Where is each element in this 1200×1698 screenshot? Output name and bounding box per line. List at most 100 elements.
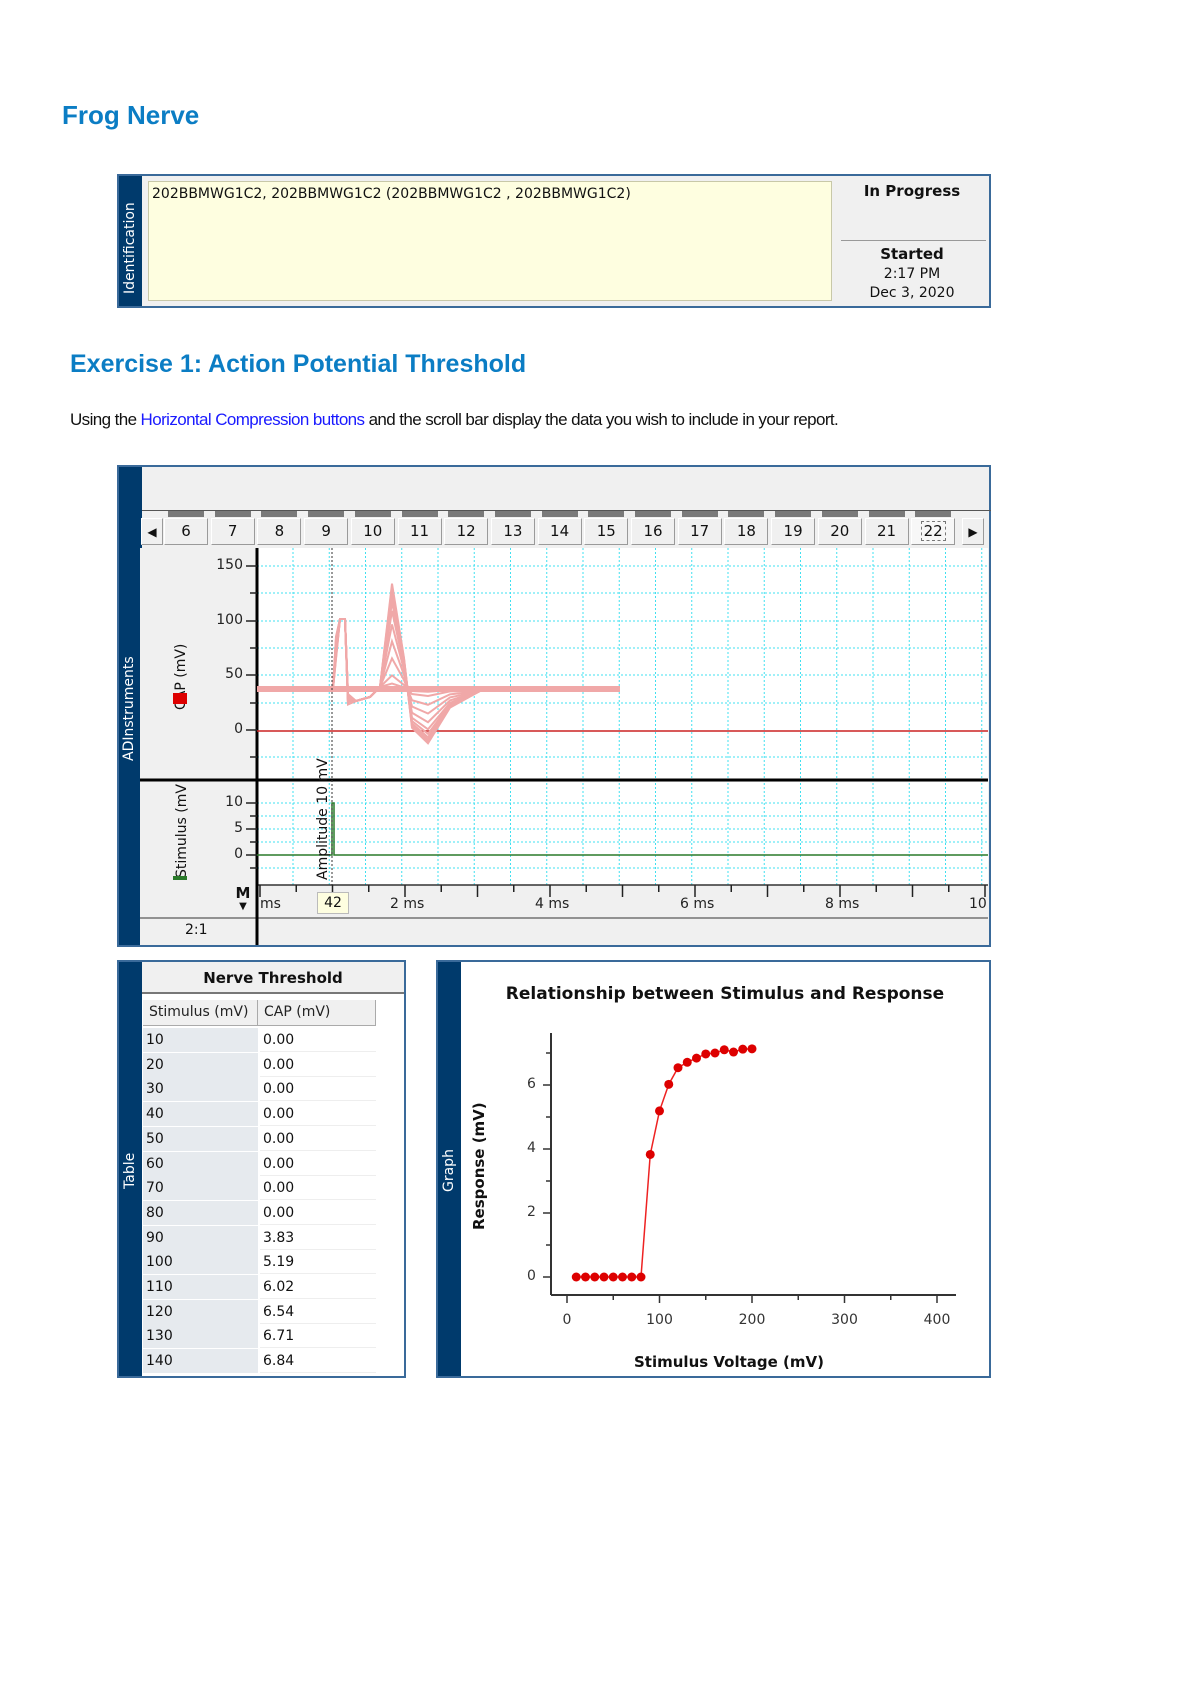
cell-stimulus[interactable]: 120 [143, 1299, 258, 1324]
column-header-stimulus[interactable]: Stimulus (mV) [143, 1000, 258, 1026]
cap-tick-label: 50 [225, 666, 243, 682]
cap-tick-label: 0 [234, 721, 243, 737]
cell-cap[interactable]: 6.54 [260, 1299, 376, 1324]
tab-page-18[interactable]: 18 [724, 518, 769, 545]
tab-page-22[interactable]: 22 [911, 518, 956, 545]
cell-stimulus[interactable]: 30 [143, 1077, 258, 1102]
time-label-0: ms [260, 896, 281, 912]
recorder-label: ADInstruments [121, 656, 137, 761]
time-label-10ms: 10 [969, 896, 987, 912]
tab-page-21[interactable]: 21 [864, 518, 909, 545]
cell-cap[interactable]: 0.00 [260, 1200, 376, 1225]
tab-page-19[interactable]: 19 [771, 518, 816, 545]
graph-x-tick: 0 [562, 1312, 572, 1328]
tab-indicator [681, 511, 718, 517]
tab-page-12[interactable]: 12 [444, 518, 489, 545]
tab-indicator [775, 511, 812, 517]
started-date: Dec 3, 2020 [869, 285, 955, 301]
cell-cap[interactable]: 0.00 [260, 1052, 376, 1077]
cell-cap[interactable]: 3.83 [260, 1225, 376, 1250]
time-label-4ms: 4 ms [535, 896, 570, 912]
chevron-right-icon: ▶ [968, 525, 978, 539]
tab-page-6[interactable]: 6 [164, 518, 208, 545]
tab-indicator [728, 511, 765, 517]
recorder-strip: ADInstruments [119, 467, 142, 945]
cell-stimulus[interactable]: 80 [143, 1200, 258, 1225]
tab-indicator [868, 511, 905, 517]
cell-stimulus[interactable]: 60 [143, 1151, 258, 1176]
marker-button[interactable]: M ▼ [235, 884, 251, 913]
time-label-2ms: 2 ms [390, 896, 425, 912]
cell-cap[interactable]: 0.00 [260, 1126, 376, 1151]
tab-indicator [261, 511, 298, 517]
zoom-ratio[interactable]: 2:1 [185, 922, 208, 938]
tab-page-8[interactable]: 8 [257, 518, 302, 545]
marker-down-icon: ▼ [239, 901, 247, 912]
scroll-left-button[interactable]: ◀ [141, 518, 163, 545]
cell-stimulus[interactable]: 70 [143, 1176, 258, 1201]
tab-page-20[interactable]: 20 [817, 518, 862, 545]
time-label-6ms: 6 ms [680, 896, 715, 912]
graph-strip: Graph [438, 962, 461, 1376]
cell-stimulus[interactable]: 50 [143, 1126, 258, 1151]
instruction-text: Using the Horizontal Compression buttons… [70, 410, 839, 429]
tab-indicator [494, 511, 531, 517]
cell-cap[interactable]: 5.19 [260, 1250, 376, 1275]
horizontal-compression-link[interactable]: Horizontal Compression buttons [140, 410, 366, 429]
stimulus-tick-label: 5 [234, 820, 243, 836]
tab-page-16[interactable]: 16 [631, 518, 675, 545]
tab-page-11[interactable]: 11 [397, 518, 442, 545]
identification-field[interactable]: 202BBMWG1C2, 202BBMWG1C2 (202BBMWG1C2 , … [148, 181, 832, 301]
graph-panel: Graph Relationship between Stimulus and … [436, 960, 991, 1378]
scroll-right-button[interactable]: ▶ [962, 518, 984, 545]
graph-x-tick: 100 [646, 1312, 673, 1328]
tab-page-14[interactable]: 14 [537, 518, 582, 545]
tab-page-13[interactable]: 13 [490, 518, 535, 545]
chevron-left-icon: ◀ [147, 525, 157, 539]
tab-page-7[interactable]: 7 [210, 518, 255, 545]
cell-stimulus[interactable]: 130 [143, 1324, 258, 1349]
page-title: Frog Nerve [62, 100, 200, 130]
cell-stimulus[interactable]: 40 [143, 1102, 258, 1127]
started-label: Started [880, 245, 944, 263]
exercise-title: Exercise 1: Action Potential Threshold [70, 350, 527, 378]
cap-tick-label: 150 [216, 557, 243, 573]
stimulus-channel-label: Stimulus (mV) [174, 783, 190, 878]
cell-stimulus[interactable]: 90 [143, 1225, 258, 1250]
tab-page-9[interactable]: 9 [304, 518, 349, 545]
status-badge: In Progress [863, 182, 961, 200]
cell-cap[interactable]: 0.00 [260, 1102, 376, 1127]
stimulus-tick-label: 10 [225, 794, 243, 810]
cell-stimulus[interactable]: 10 [143, 1028, 258, 1052]
cell-cap[interactable]: 6.84 [260, 1349, 376, 1374]
graph-y-tick: 4 [527, 1140, 536, 1156]
time-cursor-value[interactable]: 42 [317, 892, 349, 914]
cell-cap[interactable]: 0.00 [260, 1176, 376, 1201]
cell-cap[interactable]: 6.02 [260, 1275, 376, 1299]
cell-stimulus[interactable]: 140 [143, 1349, 258, 1374]
cell-cap[interactable]: 6.71 [260, 1324, 376, 1349]
cell-stimulus[interactable]: 100 [143, 1250, 258, 1275]
cell-stimulus[interactable]: 20 [143, 1052, 258, 1077]
cell-cap[interactable]: 0.00 [260, 1028, 376, 1052]
tab-page-15[interactable]: 15 [584, 518, 629, 545]
tab-indicator [401, 511, 438, 517]
tab-indicator [448, 511, 485, 517]
recorder-plot[interactable] [140, 548, 989, 945]
tab-page-10[interactable]: 10 [350, 518, 395, 545]
marker-annotation: Amplitude 10 mV [315, 758, 331, 880]
graph-y-tick: 6 [527, 1076, 536, 1092]
cell-stimulus[interactable]: 110 [143, 1275, 258, 1299]
graph-y-tick: 2 [527, 1204, 536, 1220]
graph-title: Relationship between Stimulus and Respon… [505, 984, 945, 1004]
identification-label: Identification [122, 202, 138, 294]
tab-indicator [214, 511, 251, 517]
graph-x-tick: 300 [831, 1312, 858, 1328]
tab-page-17[interactable]: 17 [677, 518, 722, 545]
cell-cap[interactable]: 0.00 [260, 1077, 376, 1102]
tab-indicator [915, 511, 952, 517]
column-header-cap[interactable]: CAP (mV) [258, 1000, 376, 1026]
cell-cap[interactable]: 0.00 [260, 1151, 376, 1176]
cap-tick-label: 100 [216, 612, 243, 628]
table-label: Table [122, 1152, 138, 1189]
